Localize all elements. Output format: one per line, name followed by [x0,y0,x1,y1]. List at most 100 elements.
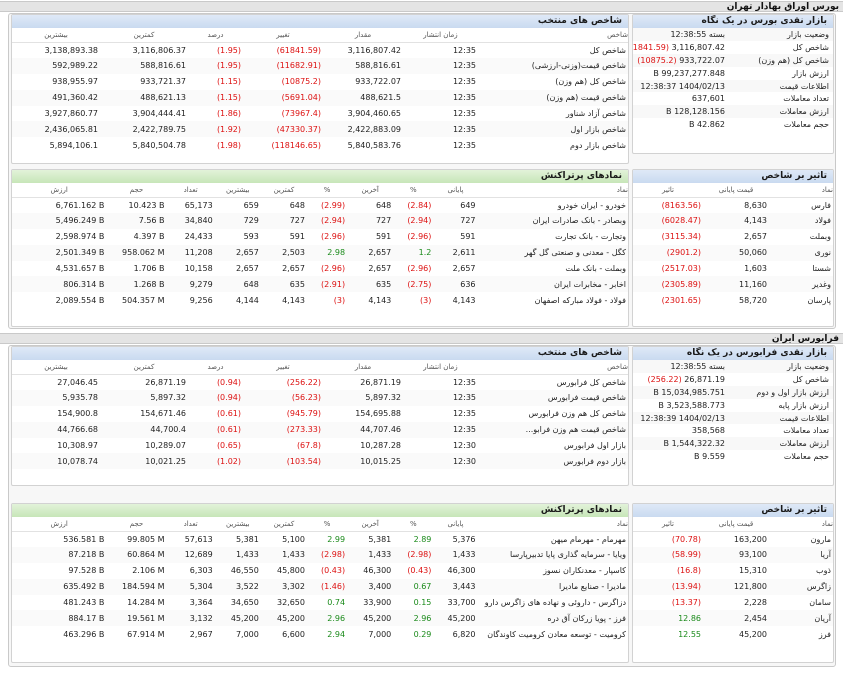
symbol-cell[interactable]: شاخص کل هم وزن فرابورس [528,409,626,419]
index-row[interactable]: شاخص آزاد شناور 12:35 3,904,460.65 (73967.4… [12,106,628,122]
symbol-cell[interactable]: مارون [810,534,831,544]
active-symbol-row[interactable]: اخابر - مخابرات ایران 636 (2.75) 635 (2.91) 6… [12,276,628,293]
symbol-cell[interactable]: فرز - پویا زرکان آق دره [477,610,628,627]
active-symbol-row[interactable]: ویایا - سرمایه گذاری پایا تدبیرپارسا 1,43… [12,546,628,563]
active-symbol-row[interactable]: وبملت - بانک ملت 2,657 (2.96) 2,657 (2.96) 2,… [12,261,628,277]
value-cell: 12:35 [403,421,478,438]
symbol-cell[interactable]: شستا [812,264,831,273]
tehran-impact-table: نماد قیمت پایانی تاثیر فارس 8,630 (8163.56) فو… [633,183,833,308]
value-cell: 10,158 [184,264,213,273]
value-cell: 5,381 [368,534,392,544]
symbol-cell[interactable]: دزاگرس - داروئی و نهاده های زاگرس دارو [484,598,626,607]
impact-row[interactable]: آریان 2,454 12.86 [633,610,833,627]
symbol-cell[interactable]: سامان [809,598,831,607]
active-symbol-row[interactable]: کگل - معدنی و صنعتی گل گهر 2,611 1.2 2,657 2… [12,244,628,261]
symbol-cell[interactable]: وتجارت - بانک تجارت [555,232,626,242]
symbol-cell[interactable]: شاخص کل فرابورس [556,377,626,387]
index-row[interactable]: شاخص قیمت فرابورس 12:35 5,897.32 (56.23) (0.… [12,389,628,406]
symbol-cell[interactable]: شاخص قیمت (هم وزن) [478,89,628,106]
value-cell: 11,160 [703,276,769,293]
impact-row[interactable]: فرز 45,200 12.55 [633,626,833,642]
index-row[interactable]: بازار اول فرابورس 12:30 10,287.28 (67.8) (0.… [12,438,628,454]
value-cell: 649 [460,200,476,210]
impact-row[interactable]: وبملت 2,657 (3115.34) [633,229,833,245]
index-row[interactable]: شاخص کل (هم وزن) 12:35 933,722.07 (10875.2)… [12,74,628,90]
value-cell: 10,287.28 [360,441,401,450]
index-row[interactable]: شاخص کل 12:35 3,116,807.42 (61841.59) (1.95)… [12,42,628,58]
summary-value-text: 99,237,277.848 B [653,68,725,78]
summary-value: 26,871.19 (256.22) [633,373,729,386]
symbol-cell[interactable]: خودرو - ایران خودرو [557,200,626,210]
index-row[interactable]: شاخص قیمت (هم وزن) 12:35 488,621.5 (5691.04… [12,89,628,106]
symbol-cell[interactable]: ویایا - سرمایه گذاری پایا تدبیرپارسا [477,546,628,563]
value-cell: 44,766.68 [12,421,100,438]
active-symbol-row[interactable]: دزاگرس - داروئی و نهاده های زاگرس دارو 33… [12,595,628,611]
symbol-cell[interactable]: وبملت - بانک ملت [565,264,626,273]
symbol-cell[interactable]: شاخص کل (هم وزن) [555,77,626,87]
index-row[interactable]: شاخص کل هم وزن فرابورس 12:35 154,695.88 (94… [12,406,628,422]
impact-row[interactable]: فارس 8,630 (8163.56) [633,197,833,213]
impact-row[interactable]: وغدیر 11,160 (2305.89) [633,276,833,293]
active-symbol-row[interactable]: وتجارت - بانک تجارت 591 (2.96) 591 (2.96) 591… [12,229,628,245]
symbol-cell[interactable]: شاخص بازار دوم [570,140,626,150]
symbol-cell[interactable]: وبصادر - بانک صادرات ایران [477,212,628,229]
symbol-cell[interactable]: کاسپار - معدنکاران نسوز [543,566,626,576]
symbol-cell[interactable]: زاگرس [769,578,833,595]
symbol-cell[interactable]: فولاد [769,212,833,229]
symbol-cell[interactable]: شاخص قیمت هم وزن فرابو... [478,421,628,438]
symbol-cell[interactable]: شاخص قیمت فرابورس [478,389,628,406]
active-symbol-row[interactable]: فرز - پویا زرکان آق دره 45,200 2.96 45,200 2… [12,610,628,627]
symbol-cell[interactable]: ذوب [816,566,831,576]
index-row[interactable]: شاخص بازار دوم 12:35 5,840,583.76 (118146.6… [12,137,628,153]
symbol-cell[interactable]: وغدیر [769,276,833,293]
impact-row[interactable]: نوری 50,060 (2901.2) [633,244,833,261]
symbol-cell[interactable]: نوری [769,244,833,261]
impact-row[interactable]: زاگرس 121,800 (13.94) [633,578,833,595]
symbol-cell[interactable]: بازار دوم فرابورس [478,453,628,470]
impact-row[interactable]: ذوب 15,310 (16.8) [633,563,833,579]
index-row[interactable]: شاخص بازار اول 12:35 2,422,883.09 (47330.37… [12,121,628,138]
active-symbol-row[interactable]: وبصادر - بانک صادرات ایران 727 (2.94) 727 (2… [12,212,628,229]
active-symbol-row[interactable]: فولاد - فولاد مبارکه اصفهان 4,143 (3) 4,143… [12,292,628,308]
symbol-cell[interactable]: بازار اول فرابورس [563,441,626,450]
symbol-cell[interactable]: مهرمام - مهرمام میهن [550,534,626,544]
fara-section: بازار نقدی فرابورس در یک نگاه وضعیت بازا… [8,345,836,667]
symbol-cell[interactable]: آریان [769,610,833,627]
active-symbol-row[interactable]: مهرمام - مهرمام میهن 5,376 2.89 5,381 2.99 5,… [12,531,628,547]
symbol-cell[interactable]: پارسان [807,295,831,305]
value-cell: 2.98 [306,244,348,261]
summary-value: بسته 12:38:55 [633,360,729,373]
symbol-cell[interactable]: فولاد - فولاد مبارکه اصفهان [534,295,626,305]
symbol-cell[interactable]: شاخص آزاد شناور [565,109,626,118]
active-symbol-row[interactable]: ماديرا - صنایع ماديرا 3,443 0.67 3,400 (1.46… [12,578,628,595]
impact-row[interactable]: مارون 163,200 (70.78) [633,531,833,547]
value-cell: 2,501.349 B [12,244,107,261]
impact-row[interactable]: سامان 2,228 (13.37) [633,595,833,611]
active-symbol-row[interactable]: کاسپار - معدنکاران نسوز 46,300 (0.43) 46,30… [12,563,628,579]
symbol-cell[interactable]: شاخص بازار اول [478,121,628,138]
impact-row[interactable]: شستا 1,603 (2517.03) [633,261,833,277]
symbol-cell[interactable]: ماديرا - صنایع ماديرا [477,578,628,595]
symbol-cell[interactable]: وبملت [809,232,831,242]
symbol-cell[interactable]: آریا [769,546,833,563]
symbol-cell[interactable]: کرومیت - توسعه معادن کرومیت کاوندگان [487,629,626,639]
index-row[interactable]: شاخص کل فرابورس 12:35 26,871.19 (256.22) (0.… [12,374,628,390]
value-cell: (945.79) [286,409,321,419]
symbol-cell[interactable]: کگل - معدنی و صنعتی گل گهر [477,244,628,261]
symbol-cell[interactable]: فرز [818,629,831,639]
impact-row[interactable]: فولاد 4,143 (6028.47) [633,212,833,229]
index-row[interactable]: شاخص قیمت هم وزن فرابو... 12:35 44,707.46(… [12,421,628,438]
symbol-cell[interactable]: شاخص قیمت(وزنی-ارزشی) [478,57,628,74]
index-row[interactable]: شاخص قیمت(وزنی-ارزشی) 12:35 588,816.61 (116… [12,57,628,74]
summary-row: وضعیت بازار بسته 12:38:55 [633,28,833,41]
summary-row: ارزش معاملات 1,544,322.32 B [633,437,833,451]
symbol-cell[interactable]: اخابر - مخابرات ایران [477,276,628,293]
symbol-cell[interactable]: فارس [811,200,831,210]
value-cell: 45,200 [260,610,307,627]
impact-row[interactable]: آریا 93,100 (58.99) [633,546,833,563]
index-row[interactable]: بازار دوم فرابورس 12:30 10,015.25 (103.54)(… [12,453,628,470]
impact-row[interactable]: پارسان 58,720 (2301.65) [633,292,833,308]
active-symbol-row[interactable]: خودرو - ایران خودرو 649 (2.84) 648 (2.99) 648… [12,197,628,213]
symbol-cell[interactable]: شاخص کل [589,45,626,55]
active-symbol-row[interactable]: کرومیت - توسعه معادن کرومیت کاوندگان 6,82… [12,626,628,642]
